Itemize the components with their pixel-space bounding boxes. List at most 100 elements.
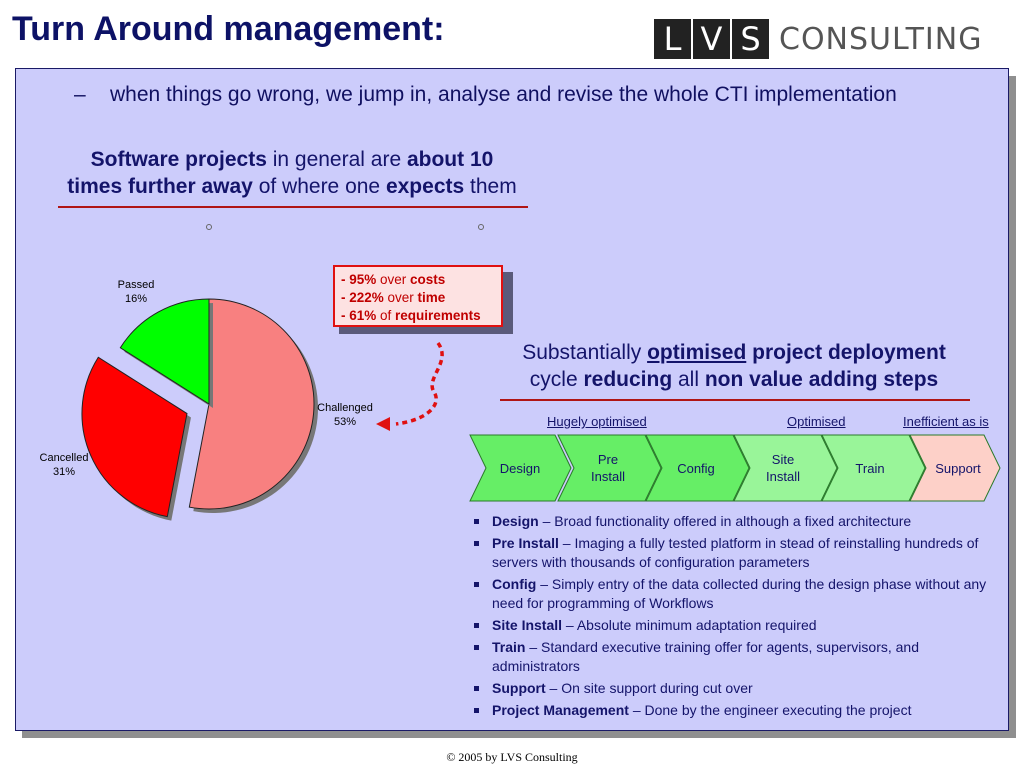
slide-title: Turn Around management: xyxy=(12,10,445,48)
pie-label-cancelled: Cancelled 31% xyxy=(36,451,92,479)
heading-bold-text: Software projects xyxy=(90,148,267,171)
logo-letter: S xyxy=(732,19,769,59)
bullet-marker xyxy=(474,645,479,650)
handle-dot xyxy=(478,224,484,230)
heading-text: all xyxy=(672,368,705,391)
pie-slice-cancelled xyxy=(81,356,188,518)
step-label: Design xyxy=(499,460,541,476)
step-label: Support xyxy=(935,460,981,476)
pie-slice-passed xyxy=(119,298,210,405)
callout-word: of xyxy=(376,308,396,323)
callout-what: requirements xyxy=(395,308,481,323)
callout-line: - 222% over time xyxy=(341,289,495,307)
slice-value: 53% xyxy=(333,416,357,428)
bullet-text: – Done by the engineer executing the pro… xyxy=(628,702,912,718)
bullet-term: Pre Install xyxy=(492,535,559,551)
bullet-term: Project Management xyxy=(492,702,629,718)
slice-name: Challenged xyxy=(317,402,373,414)
bullet-marker xyxy=(474,708,479,713)
step-label: Config xyxy=(677,460,715,476)
heading-text: them xyxy=(464,175,517,198)
step-train: Train xyxy=(838,435,902,501)
callout-what: costs xyxy=(410,272,446,287)
chevron-config xyxy=(645,434,750,502)
logo-letter: V xyxy=(693,19,730,59)
slice-name: Passed xyxy=(117,279,155,291)
step-site-install: Site Install xyxy=(750,435,816,501)
chevron-support xyxy=(909,434,1001,502)
bullet-term: Site Install xyxy=(492,617,563,633)
heading-bold-text: about 10 xyxy=(406,148,494,171)
left-heading-rule xyxy=(58,206,528,208)
list-item: Pre Install – Imaging a fully tested pla… xyxy=(470,534,990,572)
callout-value: - 61% xyxy=(341,308,377,323)
heading-bold-text: optimised xyxy=(647,341,747,364)
lvs-logo: L V S CONSULTING xyxy=(654,18,982,60)
logo-letter: L xyxy=(654,19,691,59)
pie-chart xyxy=(81,298,318,521)
pie-slice-challenged xyxy=(188,298,315,510)
heading-bold-text: non value adding steps xyxy=(704,368,939,391)
list-item: Train – Standard executive training offe… xyxy=(470,638,990,676)
callout-word: over xyxy=(383,290,418,305)
arrow-head xyxy=(376,417,390,431)
bullet-term: Config xyxy=(492,576,537,592)
bullet-marker xyxy=(474,582,479,587)
label-optimised: Optimised xyxy=(787,414,846,429)
step-support: Support xyxy=(926,435,990,501)
handle-dot xyxy=(206,224,212,230)
list-item: Support – On site support during cut ove… xyxy=(470,679,990,698)
right-heading-rule xyxy=(500,399,970,401)
intro-text: when things go wrong, we jump in, analys… xyxy=(110,83,897,106)
step-label: Pre xyxy=(597,452,619,467)
step-label: Install xyxy=(766,469,800,484)
heading-bold-text: project deployment xyxy=(746,341,946,364)
bullet-text: – Broad functionality offered in althoug… xyxy=(538,513,912,529)
heading-bold-text: expects xyxy=(385,175,465,198)
heading-text: cycle xyxy=(529,368,584,391)
chevron-pre-install xyxy=(557,434,662,502)
list-item: Design – Broad functionality offered in … xyxy=(470,512,990,531)
copyright-footer: © 2005 by LVS Consulting xyxy=(446,750,578,764)
callout-line: - 61% of requirements xyxy=(341,307,495,325)
list-item: Config – Simply entry of the data collec… xyxy=(470,575,990,613)
list-item: Project Management – Done by the enginee… xyxy=(470,701,990,720)
bullet-term: Support xyxy=(492,680,546,696)
bullet-marker xyxy=(474,623,479,628)
heading-bold-text: times further away xyxy=(67,175,253,198)
heading-text: in general are xyxy=(266,148,407,171)
callout-line: - 95% over costs xyxy=(341,271,495,289)
label-inefficient: Inefficient as is xyxy=(903,414,989,429)
step-pre-install: Pre Install xyxy=(574,435,642,501)
left-heading: Software projects in general are about 1… xyxy=(22,146,562,200)
step-label: Install xyxy=(591,469,625,484)
chevron-site-install xyxy=(733,434,838,502)
pie-label-passed: Passed 16% xyxy=(110,278,162,306)
callout-value: - 95% xyxy=(341,272,377,287)
step-label: Site xyxy=(771,452,795,467)
logo-word: CONSULTING xyxy=(779,21,983,57)
step-design: Design xyxy=(486,435,554,501)
bullet-marker xyxy=(474,541,479,546)
callout-value: - 222% xyxy=(341,290,384,305)
bullet-text: – Simply entry of the data collected dur… xyxy=(492,576,987,611)
bullet-marker xyxy=(474,686,479,691)
chevron-design xyxy=(469,434,572,502)
bullet-marker xyxy=(474,519,479,524)
bullet-text: – Standard executive training offer for … xyxy=(492,639,919,674)
callout-arrow xyxy=(395,341,444,426)
slice-value: 31% xyxy=(52,466,76,478)
heading-text: of where one xyxy=(252,175,386,198)
step-descriptions: Design – Broad functionality offered in … xyxy=(470,512,990,723)
bullet-text: – On site support during cut over xyxy=(545,680,753,696)
step-label: Train xyxy=(855,460,885,476)
bullet-term: Design xyxy=(492,513,539,529)
heading-text: Substantially xyxy=(522,341,648,364)
slice-value: 16% xyxy=(124,293,148,305)
heading-bold-text: reducing xyxy=(583,368,673,391)
pie-label-challenged: Challenged 53% xyxy=(314,401,376,429)
bullet-text: – Absolute minimum adaptation required xyxy=(562,617,817,633)
chevron-train xyxy=(821,434,926,502)
overrun-callout: - 95% over costs - 222% over time - 61% … xyxy=(333,265,503,327)
